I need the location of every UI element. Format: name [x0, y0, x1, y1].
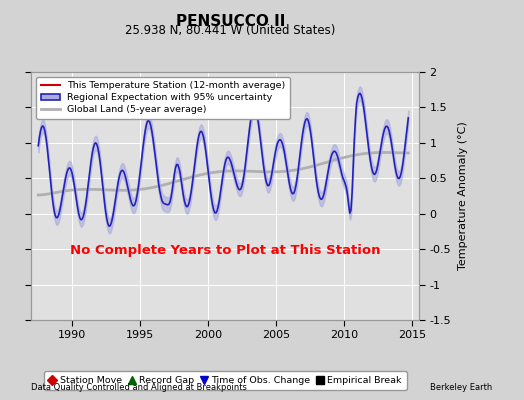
- Text: No Complete Years to Plot at This Station: No Complete Years to Plot at This Statio…: [70, 244, 380, 257]
- Text: Data Quality Controlled and Aligned at Breakpoints: Data Quality Controlled and Aligned at B…: [31, 383, 247, 392]
- Legend: Station Move, Record Gap, Time of Obs. Change, Empirical Break: Station Move, Record Gap, Time of Obs. C…: [44, 371, 407, 390]
- Text: PENSUCCO II: PENSUCCO II: [176, 14, 285, 29]
- Text: 25.938 N, 80.441 W (United States): 25.938 N, 80.441 W (United States): [125, 24, 336, 37]
- Text: Berkeley Earth: Berkeley Earth: [430, 383, 493, 392]
- Y-axis label: Temperature Anomaly (°C): Temperature Anomaly (°C): [458, 122, 468, 270]
